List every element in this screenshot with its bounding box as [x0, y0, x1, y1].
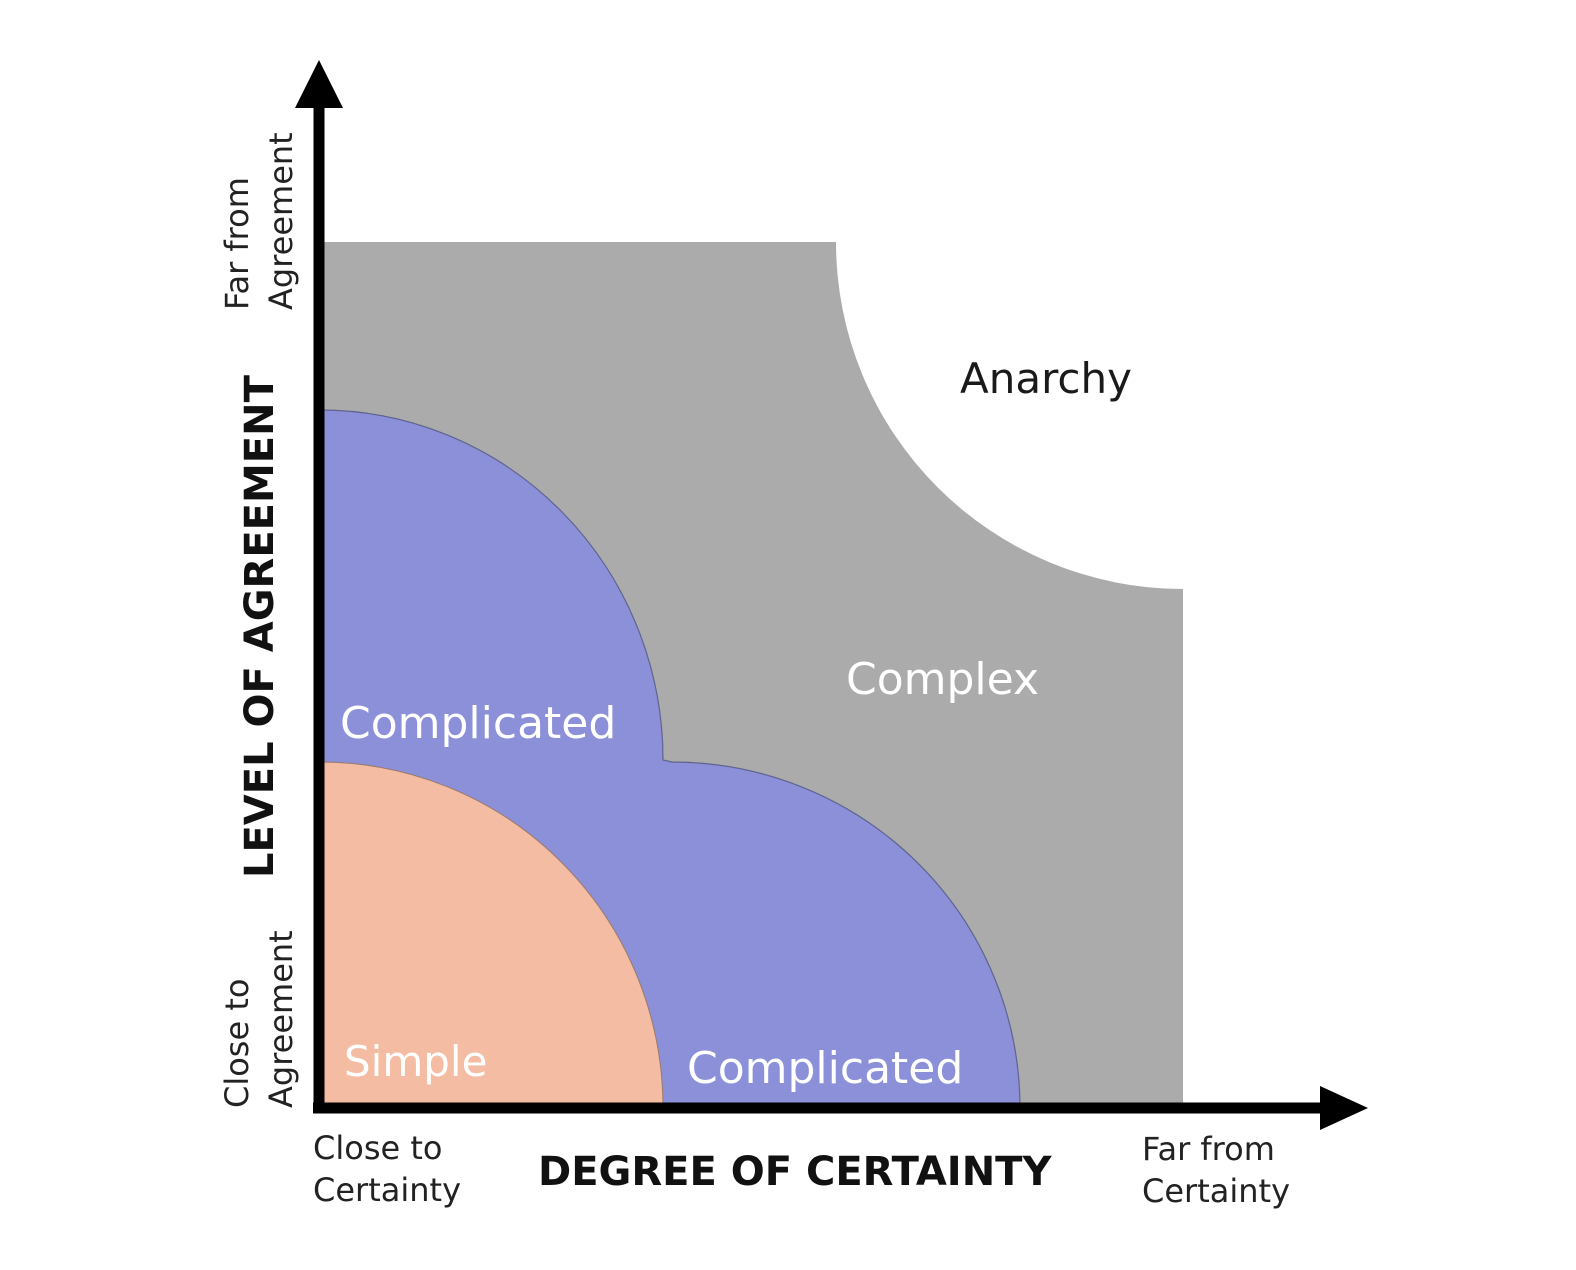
y-axis-title: LEVEL OF AGREEMENT [237, 374, 283, 878]
complicated-label-lower: Complicated [687, 1043, 963, 1094]
y-axis-end-line-1: Far from [218, 177, 256, 310]
x-axis-start-label: Close to Certainty [313, 1129, 461, 1209]
x-axis-arrowhead [1320, 1086, 1368, 1130]
x-axis-end-label: Far from Certainty [1142, 1130, 1290, 1210]
anarchy-label: Anarchy [960, 354, 1132, 403]
y-axis-start-line-2: Agreement [262, 930, 300, 1108]
y-axis-end-label: Far from Agreement [218, 132, 300, 310]
x-axis-end-line-2: Certainty [1142, 1172, 1290, 1210]
complex-label: Complex [846, 654, 1039, 705]
complicated-label-upper: Complicated [340, 698, 616, 749]
x-axis-title: DEGREE OF CERTAINTY [538, 1149, 1052, 1195]
x-axis-start-line-1: Close to [313, 1129, 442, 1167]
y-axis-start-line-1: Close to [218, 979, 256, 1108]
y-axis-end-line-2: Agreement [262, 132, 300, 310]
y-axis-arrowhead [295, 60, 343, 108]
y-axis-start-label: Close to Agreement [218, 930, 300, 1108]
simple-label: Simple [344, 1037, 487, 1086]
x-axis-end-line-1: Far from [1142, 1130, 1275, 1168]
simple-zone [319, 761, 664, 1109]
x-axis-start-line-2: Certainty [313, 1171, 461, 1209]
